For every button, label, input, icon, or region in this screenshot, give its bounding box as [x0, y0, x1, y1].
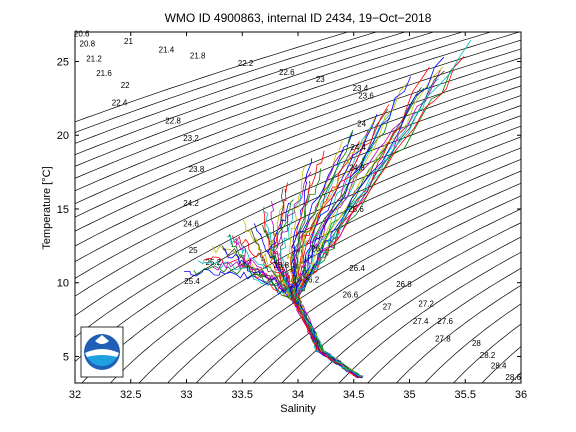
- sigma-label-37: 28: [472, 339, 481, 348]
- y-tick-label-0: 5: [63, 351, 69, 363]
- sigma-contour-34: [555, 18, 576, 398]
- sigma-label-0: 20.6: [74, 29, 90, 38]
- sigma-label-21: 24.8: [349, 164, 365, 173]
- sigma-label-30: 26.6: [343, 291, 359, 300]
- profile-54: [293, 66, 444, 377]
- sigma-label-39: 28.4: [491, 361, 507, 370]
- x-axis-ticks: 32 32.5 33 33.5 34 34.5 35 35.5 36: [69, 32, 527, 401]
- x-tick-label-5: 34.5: [343, 389, 364, 401]
- sigma-contour-1: [75, 32, 378, 133]
- x-tick-label-7: 35.5: [455, 389, 476, 401]
- x-tick-label-4: 34: [292, 389, 304, 401]
- sigma-contour-29: [424, 303, 521, 383]
- chart-title: WMO ID 4900863, internal ID 2434, 19−Oct…: [165, 11, 432, 25]
- sigma-label-8: 22.2: [238, 59, 254, 68]
- sigma-contour-15: [75, 115, 521, 338]
- sigma-label-25: 25.6: [348, 205, 364, 214]
- sigma-contour-20: [167, 170, 521, 383]
- sigma-contour-lines: [75, 18, 576, 398]
- sigma-contour-10: [75, 66, 521, 247]
- sigma-contour-27: [367, 267, 521, 383]
- float-profiles: [184, 39, 472, 379]
- sigma-label-34: 27.4: [413, 317, 429, 326]
- sigma-label-31: 26.8: [396, 280, 412, 289]
- sigma-contour-11: [75, 75, 521, 263]
- sigma-contour-6: [75, 32, 521, 192]
- sigma-contour-12: [75, 85, 521, 279]
- sigma-contour-3: [75, 32, 435, 156]
- sigma-label-36: 27.8: [435, 335, 451, 344]
- sigma-label-9: 22.4: [112, 99, 128, 108]
- y-axis-label: Temperature [°C]: [41, 166, 53, 249]
- x-tick-label-3: 33.5: [232, 389, 253, 401]
- sigma-contour-25: [310, 236, 521, 383]
- sigma-label-20: 24.6: [183, 220, 199, 229]
- y-tick-label-4: 25: [57, 56, 69, 68]
- sigma-contour-28: [395, 284, 521, 383]
- sigma-contour-19: [138, 158, 521, 383]
- sigma-contour-33: [526, 18, 576, 398]
- sigma-contour-26: [338, 251, 521, 383]
- sigma-label-16: 23.8: [189, 165, 205, 174]
- sigma-contour-4: [75, 32, 464, 167]
- plot-area: [75, 32, 521, 383]
- sigma-label-32: 27: [383, 302, 392, 311]
- sigma-contour-2: [75, 32, 407, 144]
- sigma-label-14: 23.4: [353, 84, 369, 93]
- sigma-label-18: 24.2: [183, 199, 199, 208]
- sigma-label-29: 26.4: [349, 264, 365, 273]
- sigma-label-1: 20.8: [80, 40, 96, 49]
- profile-59: [296, 39, 472, 377]
- y-tick-label-3: 20: [57, 130, 69, 142]
- sigma-label-15: 23.6: [358, 91, 374, 100]
- sigma-label-22: 25: [189, 246, 198, 255]
- x-tick-label-1: 32.5: [120, 389, 141, 401]
- y-tick-label-2: 15: [57, 204, 69, 216]
- x-axis-label: Salinity: [280, 403, 316, 415]
- profile-58: [293, 56, 465, 379]
- sigma-label-24: 25.4: [184, 277, 200, 286]
- x-tick-label-8: 36: [515, 389, 527, 401]
- sigma-label-38: 28.2: [480, 351, 496, 360]
- sigma-contour-24: [281, 222, 521, 383]
- sigma-contour-13: [75, 95, 521, 297]
- sigma-contour-labels: 20.6 20.8 21 21.2 21.4 21.6 21.8 22 22.2 22.4 22.6…: [74, 29, 522, 382]
- sigma-contour-0: [75, 32, 350, 123]
- sigma-label-13: 23.2: [183, 134, 199, 143]
- sigma-contour-5: [75, 32, 492, 179]
- sigma-contour-7: [75, 39, 521, 205]
- sigma-label-12: 23: [316, 75, 325, 84]
- sigma-contour-18: [110, 147, 521, 383]
- sigma-label-27: 26: [311, 245, 320, 254]
- x-tick-label-6: 35: [403, 389, 415, 401]
- sigma-label-11: 22.8: [165, 116, 181, 125]
- sigma-contour-30: [453, 323, 521, 383]
- sigma-label-4: 21.4: [159, 46, 175, 55]
- sigma-label-5: 21.6: [96, 69, 112, 78]
- sigma-contour-14: [75, 105, 521, 317]
- x-tick-label-2: 33: [180, 389, 192, 401]
- sigma-label-33: 27.2: [418, 299, 434, 308]
- sigma-label-10: 22.6: [279, 68, 295, 77]
- sigma-label-28: 26.2: [304, 276, 320, 285]
- sigma-label-40: 28.6: [505, 373, 521, 382]
- sigma-contour-22: [224, 195, 521, 383]
- sigma-label-3: 21.2: [86, 55, 102, 64]
- sigma-label-6: 21.8: [190, 52, 206, 61]
- sigma-label-2: 21: [124, 37, 133, 46]
- sigma-label-35: 27.6: [437, 317, 453, 326]
- noaa-logo: [80, 326, 124, 378]
- sigma-label-7: 22: [121, 81, 130, 90]
- sigma-label-23: 25.2: [206, 258, 222, 267]
- sigma-contour-23: [252, 208, 521, 383]
- sigma-label-19: 24.4: [350, 143, 366, 152]
- y-axis-ticks: 5 10 15 20 25: [57, 56, 521, 363]
- x-tick-label-0: 32: [69, 389, 81, 401]
- y-tick-label-1: 10: [57, 278, 69, 290]
- sigma-label-26: 25.8: [274, 261, 290, 270]
- sigma-contour-21: [195, 182, 521, 383]
- sigma-label-17: 24: [357, 119, 366, 128]
